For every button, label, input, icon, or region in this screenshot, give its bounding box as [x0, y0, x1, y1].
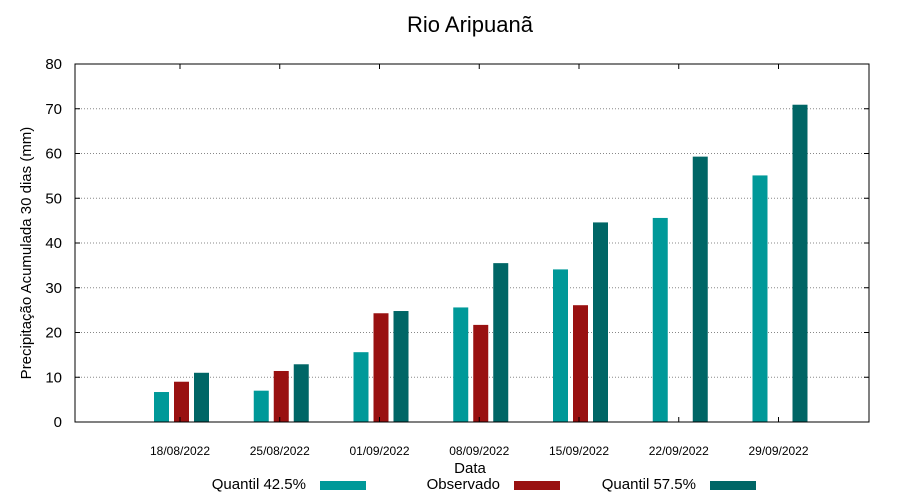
- y-tick-label: 70: [45, 101, 62, 118]
- bar: [353, 352, 369, 422]
- y-tick-label: 60: [45, 146, 62, 163]
- bar: [473, 324, 489, 422]
- x-tick-label: 01/09/2022: [349, 444, 409, 458]
- x-tick-label: 15/09/2022: [549, 444, 609, 458]
- legend-swatch: [514, 481, 560, 490]
- bars: [154, 104, 808, 422]
- bar: [553, 269, 568, 422]
- legend: Quantil 42.5% Observado Quantil 57.5%: [212, 476, 756, 493]
- y-tick-label: 80: [45, 56, 62, 73]
- y-tick-label: 0: [54, 414, 62, 431]
- bar: [154, 392, 169, 422]
- bar: [453, 307, 469, 422]
- x-tick-label: 08/09/2022: [449, 444, 509, 458]
- bar: [253, 390, 269, 422]
- y-tick-label: 20: [45, 325, 62, 342]
- gridlines: [75, 108, 869, 378]
- x-tick-label: 22/09/2022: [649, 444, 709, 458]
- x-axis-label: Data: [454, 460, 486, 477]
- legend-swatch: [320, 481, 366, 490]
- bar: [393, 311, 409, 422]
- bar: [373, 313, 389, 422]
- bar: [573, 305, 588, 422]
- x-tick-label: 18/08/2022: [150, 444, 210, 458]
- bar: [493, 263, 509, 422]
- plot-frame: [74, 63, 870, 423]
- bar: [194, 372, 209, 422]
- x-axis-ticks: 18/08/2022 25/08/2022 01/09/2022 08/09/2022…: [150, 64, 809, 458]
- x-tick-label: 29/09/2022: [748, 444, 808, 458]
- legend-label: Observado: [427, 476, 500, 493]
- bar: [752, 175, 768, 422]
- legend-label: Quantil 57.5%: [602, 476, 696, 493]
- bar: [652, 217, 668, 422]
- y-tick-label: 40: [45, 235, 62, 252]
- bar: [792, 104, 808, 422]
- y-tick-label: 30: [45, 280, 62, 297]
- legend-label: Quantil 42.5%: [212, 476, 306, 493]
- bar: [174, 381, 189, 422]
- y-tick-label: 10: [45, 369, 62, 386]
- y-axis-label: Precipitação Acumulada 30 dias (mm): [18, 127, 35, 380]
- legend-swatch: [710, 481, 756, 490]
- y-tick-label: 50: [45, 190, 62, 207]
- bar: [692, 156, 708, 422]
- bar: [273, 370, 289, 422]
- bar: [293, 364, 309, 422]
- x-tick-label: 25/08/2022: [250, 444, 310, 458]
- y-axis-ticks: 0 10 20 30 40 50 60 70 80: [45, 56, 869, 431]
- chart-title: Rio Aripuanã: [407, 12, 534, 37]
- bar: [593, 222, 608, 422]
